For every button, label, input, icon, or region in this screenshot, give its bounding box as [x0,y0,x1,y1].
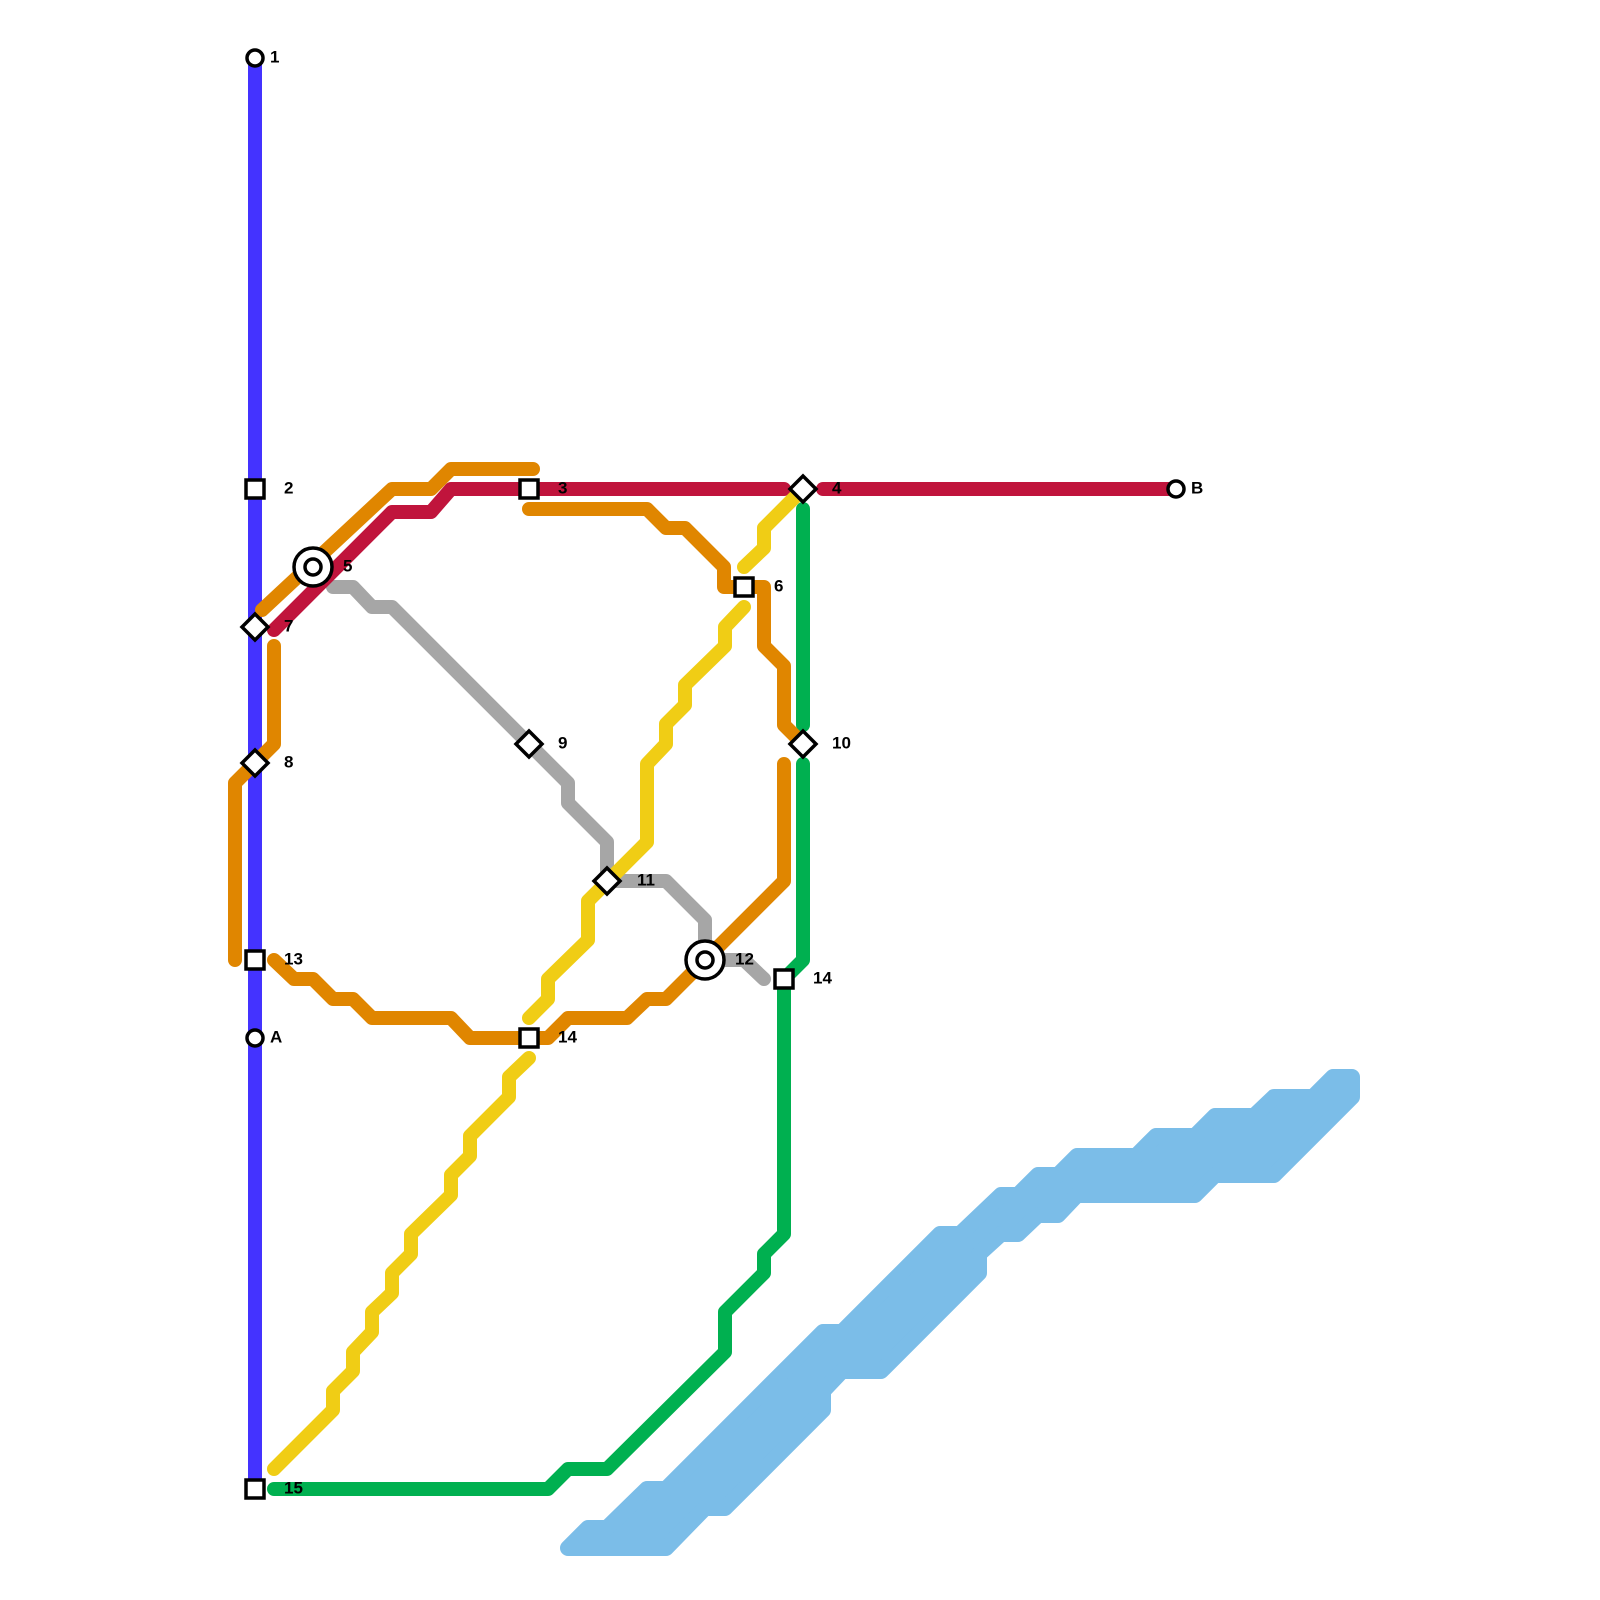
station-marker [239,611,271,643]
station-marker [518,1027,540,1049]
station-marker [513,728,545,760]
station-label: 8 [284,752,293,771]
station-label: 5 [343,556,352,575]
river [560,1069,1360,1556]
station-label: 14 [813,968,832,987]
orange-line [255,462,540,617]
station-label: 15 [284,1478,303,1497]
station-label: 14 [558,1027,577,1046]
station-marker [787,473,819,505]
station-label: 7 [284,616,293,635]
station-label: B [1191,478,1203,497]
station-marker [244,1478,266,1500]
yellow-line [522,600,751,1025]
station-marker [518,478,540,500]
station-marker [245,48,265,68]
station-marker [244,478,266,500]
station-marker [591,865,623,897]
station-marker [773,968,795,990]
orange-line [522,502,810,751]
station-label: A [270,1027,282,1046]
station-marker [239,747,271,779]
interchange-marker [695,950,715,970]
yellow-line [267,1051,536,1476]
lines [228,51,1183,1496]
station-label: 12 [735,949,754,968]
station-marker [245,1028,265,1048]
station-label: 9 [558,733,567,752]
station-label: 11 [637,870,655,889]
station-label: 4 [832,478,842,497]
station-marker [1166,479,1186,499]
yellow-line [737,482,810,574]
station-label: 13 [284,949,303,968]
gray-line [326,580,771,986]
interchange-marker [303,557,323,577]
orange-line [267,757,791,1045]
red-line [267,482,791,637]
station-label: 10 [832,733,851,752]
station-marker [787,728,819,760]
station-label: 6 [774,576,783,595]
station-label: 1 [270,47,279,66]
station-label: 3 [558,478,567,497]
station-marker [733,576,755,598]
station-marker [244,949,266,971]
station-label: 2 [284,478,293,497]
